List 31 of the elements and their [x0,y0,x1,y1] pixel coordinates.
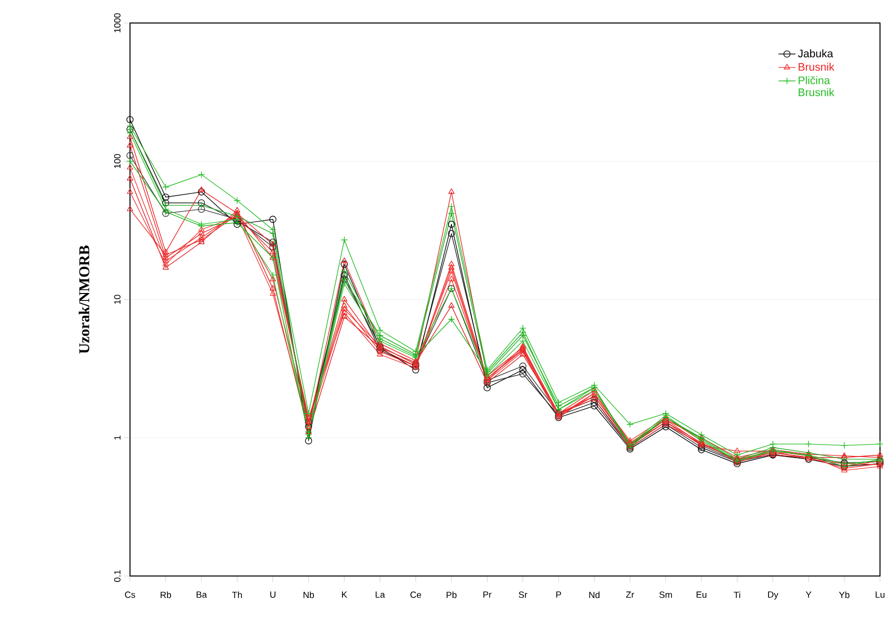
y-tick-label: 1000 [114,13,120,32]
x-tick-label: Y [806,592,812,598]
x-tick-label: U [270,592,276,598]
x-tick-label: Nb [304,592,314,598]
x-tick-label: Ba [196,592,207,598]
x-tick-label: Eu [696,592,706,598]
x-tick-label: Nd [589,592,600,598]
x-tick-label: Yb [839,592,850,598]
x-tick-label: Zr [626,592,634,598]
x-tick-label: Rb [160,592,172,598]
x-tick-label: Pr [483,592,492,598]
x-tick-label: Pb [446,592,457,598]
x-tick-label: Sm [659,592,672,598]
y-axis-title: Uzorak/NMORB [78,246,90,354]
y-tick-label: 10 [114,294,120,304]
x-tick-label: Cs [124,592,136,598]
y-tick-label: 0.1 [114,570,120,582]
x-tick-label: P [556,592,562,598]
legend-label: Jabuka [798,49,834,58]
x-tick-label: Sr [518,592,528,598]
y-tick-label: 1 [114,436,120,440]
y-tick-label: 100 [114,154,120,168]
x-tick-label: K [342,592,348,598]
x-tick-label: Th [232,592,242,598]
legend-label: Pličina Brusnik [798,76,834,96]
x-tick-label: La [376,592,385,598]
legend-label: Brusnik [798,62,834,71]
x-tick-label: Dy [768,592,778,600]
x-tick-label: Ce [410,592,422,598]
x-tick-label: Ti [734,592,740,598]
x-tick-label: Lu [876,592,884,598]
